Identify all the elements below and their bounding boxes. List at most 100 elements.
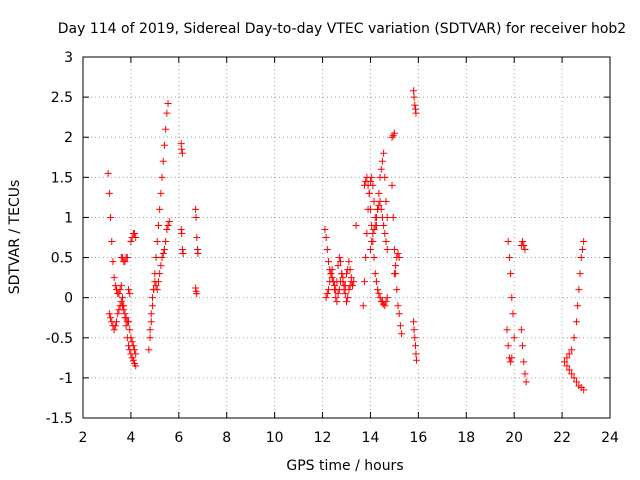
data-point [122,322,130,330]
data-point [128,338,136,346]
data-point [519,342,527,350]
data-point [395,254,403,262]
data-point [369,229,377,237]
data-point [154,221,162,229]
data-point [517,326,525,334]
data-point [146,334,154,342]
data-point [126,290,134,298]
data-point [343,298,350,306]
data-point [179,250,187,258]
data-point [163,225,171,233]
x-tick-label: 6 [174,430,183,446]
data-point [325,258,333,266]
data-point [380,149,388,157]
data-point [162,238,170,246]
data-point [370,197,378,205]
data-point [110,274,118,282]
data-point [346,266,354,274]
data-point [370,225,378,233]
data-point [565,350,573,358]
data-point [410,93,418,101]
data-point [332,294,340,302]
data-point [520,242,528,250]
data-point [105,189,113,197]
data-point [382,238,390,246]
data-point [162,125,170,133]
data-point [178,229,186,237]
y-tick-label: -0.5 [46,331,73,347]
data-point [111,322,119,330]
data-point [509,310,517,318]
data-point [570,334,578,342]
data-point [570,374,578,382]
data-point [157,262,165,270]
data-point [123,254,131,262]
data-point [132,234,140,241]
data-point [156,205,164,213]
data-point [577,254,585,262]
data-point [178,149,186,157]
data-point [377,165,385,173]
y-tick-label: 0.5 [51,251,73,267]
data-point [376,294,384,302]
x-tick-label: 8 [222,430,231,446]
data-point [580,386,588,394]
data-point [568,346,576,354]
data-point [371,270,379,278]
data-point [107,314,115,322]
data-point [366,246,374,254]
data-point [371,221,379,229]
data-point [411,334,419,342]
data-point [381,302,389,310]
data-point [322,234,330,241]
data-point [372,213,380,221]
data-point [192,213,200,221]
data-point [393,286,401,294]
data-point [376,197,384,205]
data-point [104,169,112,177]
grid-lines [83,57,610,418]
data-point [375,189,383,197]
data-point [127,334,135,342]
data-point [394,250,402,258]
data-point [111,282,119,290]
data-point [147,318,155,326]
data-point [410,87,418,95]
data-point [152,254,160,262]
data-point [363,173,371,181]
data-point [412,109,420,117]
x-tick-label: 18 [457,430,475,446]
data-point [362,177,370,185]
data-point [325,286,333,294]
data-point [156,270,164,278]
data-point [341,290,349,298]
data-point [333,298,341,306]
x-axis-label: GPS time / hours [286,458,403,474]
data-point [522,378,530,386]
data-point [383,246,391,254]
data-point [504,238,512,246]
data-point [396,322,404,330]
data-point [382,197,390,205]
data-point [116,286,124,294]
data-point [328,274,336,282]
data-point [521,246,529,254]
data-point [390,129,398,137]
data-point [565,366,573,374]
data-point [370,254,378,262]
data-point [410,318,418,326]
data-point [157,189,165,197]
data-point [563,354,571,362]
data-point [323,246,331,254]
data-point [359,302,367,310]
data-point [127,238,135,246]
data-point [147,310,155,318]
data-point [380,221,388,229]
data-point [158,254,166,262]
data-point [507,358,515,366]
data-point [352,221,360,229]
data-point [108,238,116,246]
y-tick-label: 3 [64,50,73,66]
data-point [576,270,584,278]
chart-title: Day 114 of 2019, Sidereal Day-to-day VTE… [58,21,626,37]
